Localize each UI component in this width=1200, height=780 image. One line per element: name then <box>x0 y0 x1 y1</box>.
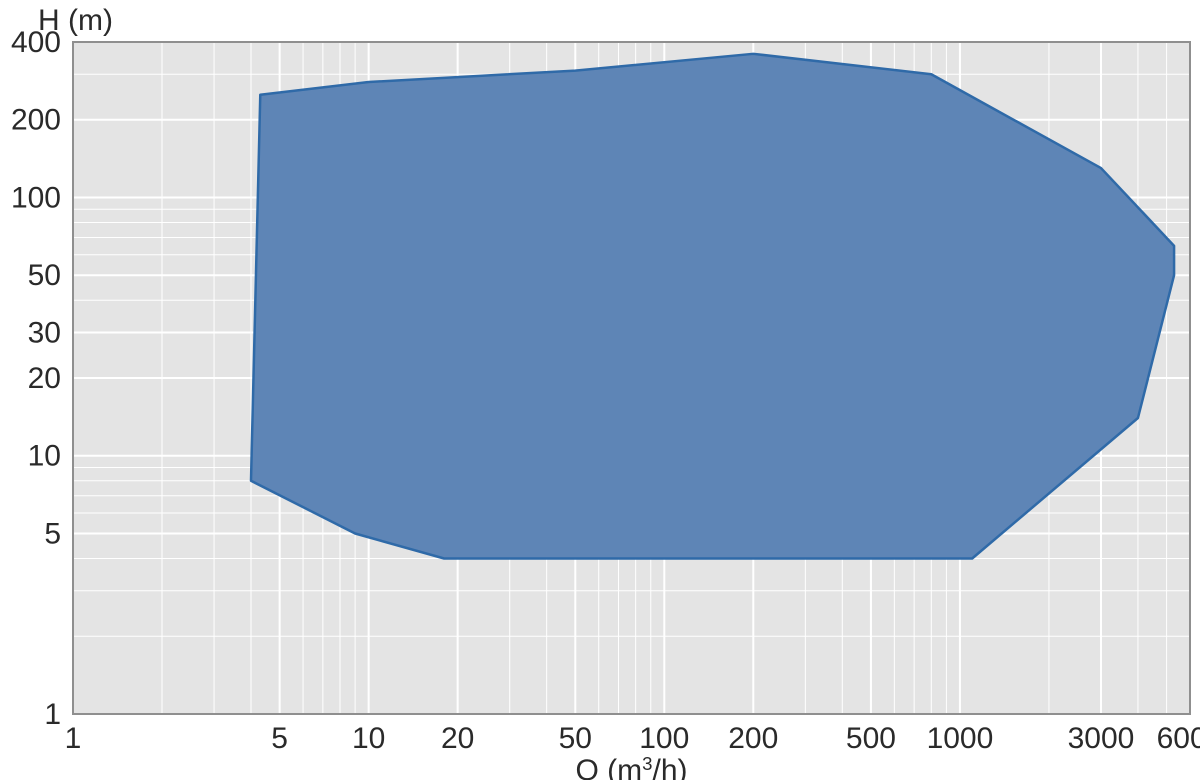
y-tick-label: 20 <box>28 362 61 395</box>
log-log-envelope-chart: 1 5 10 20 50 100 200 500 1000 3000 6000 1 5 10 20 30 50 1… <box>0 0 1200 780</box>
x-tick-label: 50 <box>559 722 592 755</box>
y-tick-label: 30 <box>28 317 61 350</box>
y-tick-label: 1 <box>44 698 61 731</box>
chart-svg: 1 5 10 20 50 100 200 500 1000 3000 6000 1 5 10 20 30 50 1… <box>0 0 1200 780</box>
y-tick-label: 10 <box>28 440 61 473</box>
x-tick-label: 5 <box>271 722 288 755</box>
x-tick-label: 6000 <box>1157 722 1200 755</box>
x-tick-label: 10 <box>352 722 385 755</box>
x-tick-label: 1 <box>65 722 82 755</box>
y-tick-label: 5 <box>44 517 61 550</box>
x-axis-title: Q (m3/h) <box>575 753 687 780</box>
y-tick-label: 100 <box>11 181 61 214</box>
y-tick-label: 200 <box>11 104 61 137</box>
x-tick-label: 100 <box>639 722 689 755</box>
y-axis-title: H (m) <box>38 4 113 37</box>
x-tick-label: 1000 <box>927 722 994 755</box>
y-tick-label: 50 <box>28 259 61 292</box>
x-tick-label: 200 <box>728 722 778 755</box>
x-tick-label: 20 <box>441 722 474 755</box>
x-tick-label: 3000 <box>1068 722 1135 755</box>
x-tick-label: 500 <box>846 722 896 755</box>
